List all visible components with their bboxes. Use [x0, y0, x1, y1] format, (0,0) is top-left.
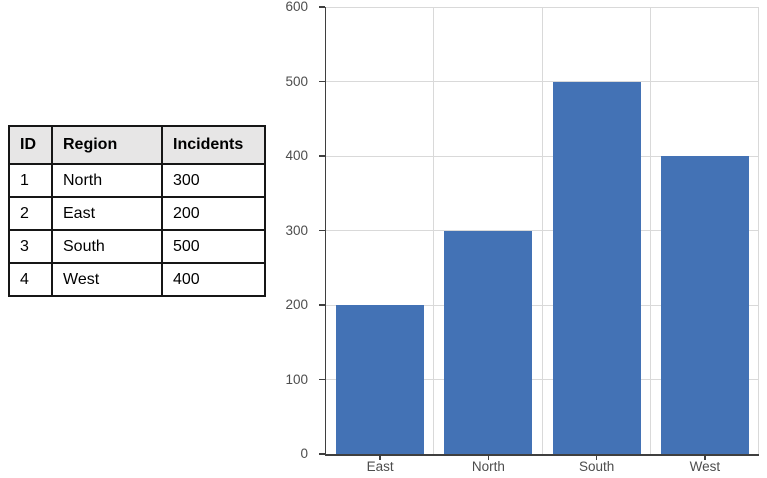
table-cell: 500	[161, 229, 266, 264]
bar-north	[444, 230, 533, 454]
v-gridline	[433, 7, 435, 454]
bar-west	[660, 156, 749, 454]
table-cell: East	[51, 196, 163, 231]
y-tick-label: 200	[285, 297, 308, 312]
y-tick	[318, 229, 325, 232]
x-tick-label: North	[471, 459, 505, 474]
table-cell: 200	[161, 196, 266, 231]
y-axis-line	[324, 7, 326, 456]
v-gridline	[541, 7, 543, 454]
h-gridline	[326, 379, 759, 380]
y-tick	[318, 304, 325, 306]
h-gridline	[326, 155, 759, 157]
y-tick-label: 0	[300, 446, 308, 461]
y-tick	[318, 155, 325, 157]
x-tick	[704, 455, 706, 460]
incidents-table: ID Region Incidents 1 North 300 2 East 200 3 Sout…	[8, 125, 266, 297]
table-cell: 3	[8, 229, 53, 264]
table-cell: 300	[161, 163, 266, 198]
y-tick	[318, 453, 325, 455]
bar-east	[336, 305, 425, 454]
table-cell: South	[51, 229, 163, 264]
x-tick-label: South	[578, 459, 615, 474]
x-axis-line	[324, 454, 759, 456]
table-cell: West	[51, 262, 163, 297]
table-cell: 1	[8, 163, 53, 198]
y-tick	[318, 378, 325, 381]
x-tick-label: East	[366, 459, 394, 474]
y-tick-label: 300	[285, 222, 308, 238]
y-tick-label: 400	[285, 148, 308, 163]
table-row: 3 South 500	[8, 229, 266, 264]
x-tick	[379, 455, 381, 460]
table-header-cell-region: Region	[51, 125, 163, 165]
y-tick-label: 500	[285, 73, 308, 89]
y-tick-label: 100	[285, 371, 308, 387]
y-tick	[318, 6, 325, 8]
y-tick-label: 600	[285, 0, 308, 14]
table-header-cell-id: ID	[8, 125, 53, 165]
table-cell: North	[51, 163, 163, 198]
table-cell: 2	[8, 196, 53, 231]
y-tick	[318, 80, 325, 83]
table-row: 4 West 400	[8, 262, 266, 297]
h-gridline	[326, 304, 759, 306]
v-gridline	[649, 7, 651, 454]
x-tick	[595, 455, 598, 460]
table-header-row: ID Region Incidents	[8, 125, 266, 165]
table-header-cell-incidents: Incidents	[161, 125, 266, 165]
table-row: 2 East 200	[8, 196, 266, 231]
bar-south	[552, 81, 641, 454]
h-gridline	[326, 230, 759, 231]
table-cell: 400	[161, 262, 266, 297]
v-gridline	[758, 7, 759, 454]
h-gridline	[326, 6, 759, 8]
h-gridline	[326, 81, 759, 82]
table-row: 1 North 300	[8, 163, 266, 198]
x-tick	[487, 455, 490, 460]
table-cell: 4	[8, 262, 53, 297]
x-tick-label: West	[689, 459, 721, 474]
